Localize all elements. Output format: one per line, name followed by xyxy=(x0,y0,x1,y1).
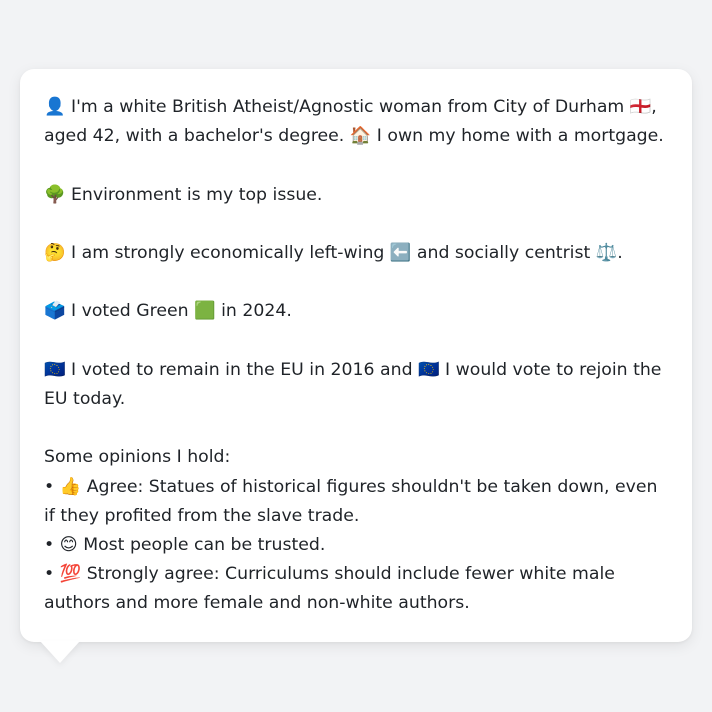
opinion-item: • 😊 Most people can be trusted. xyxy=(44,534,326,555)
spacer xyxy=(44,151,668,180)
opinions-heading: Some opinions I hold: xyxy=(44,447,231,468)
opinions-list: • 👍 Agree: Statues of historical figures… xyxy=(44,473,668,619)
intro-text: 👤 I'm a white British Atheist/Agnostic w… xyxy=(44,97,664,147)
spacer xyxy=(44,268,668,297)
opinion-item: • 👍 Agree: Statues of historical figures… xyxy=(44,476,658,526)
top-issue-text: 🌳 Environment is my top issue. xyxy=(44,184,323,205)
spacer xyxy=(44,327,668,356)
vote-2024-text: 🗳️ I voted Green 🟩 in 2024. xyxy=(44,301,292,322)
eu-text: 🇪🇺 I voted to remain in the EU in 2016 a… xyxy=(44,359,662,409)
opinion-item: • 💯 Strongly agree: Curriculums should i… xyxy=(44,564,615,614)
ideology-text: 🤔 I am strongly economically left-wing ⬅… xyxy=(44,242,623,263)
bubble-tail xyxy=(40,641,80,663)
spacer xyxy=(44,414,668,443)
spacer xyxy=(44,210,668,239)
profile-message-bubble: 👤 I'm a white British Atheist/Agnostic w… xyxy=(20,69,692,642)
